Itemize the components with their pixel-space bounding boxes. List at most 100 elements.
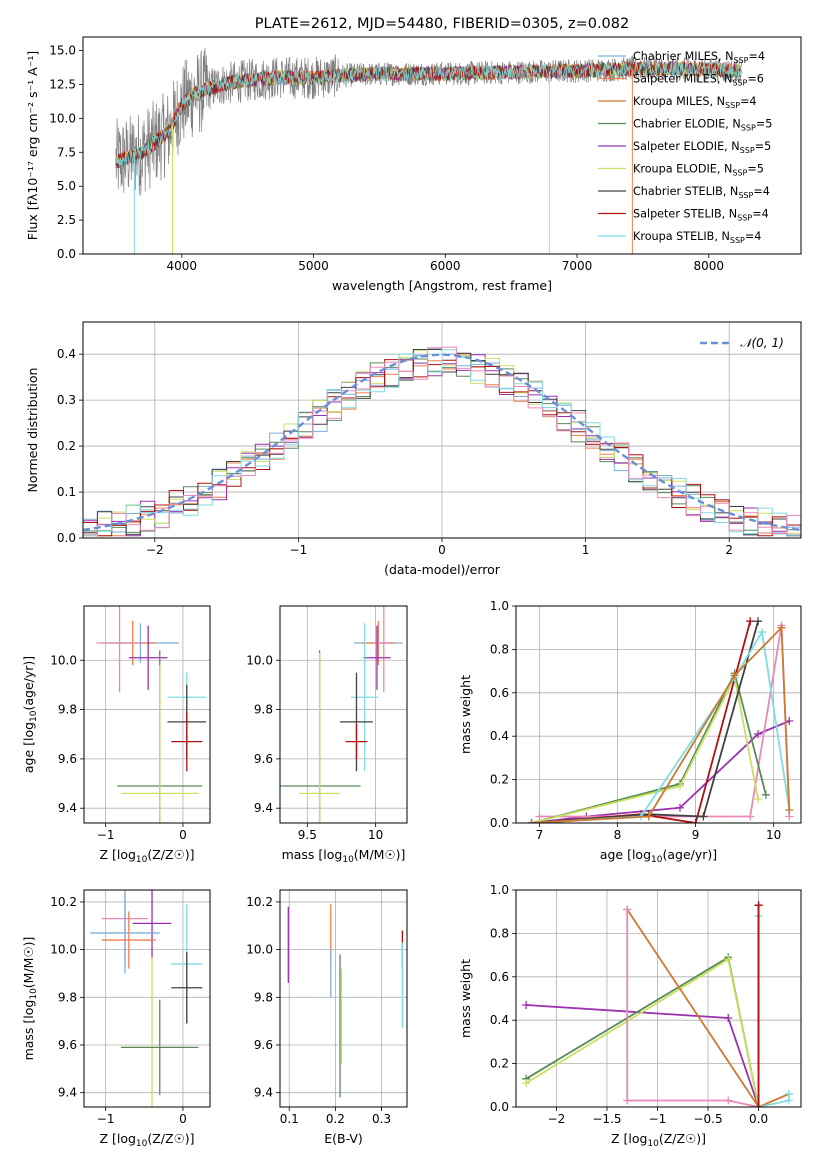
point-marker-2-3 xyxy=(761,790,770,799)
chart-title: PLATE=2612, MJD=54480, FIBERID=0305, z=0… xyxy=(255,16,629,32)
errorbar-point-6 xyxy=(351,623,379,772)
errorbar-point-7 xyxy=(121,999,199,1096)
x-tick-label-0: −2 xyxy=(548,1112,566,1126)
point-marker-4-2 xyxy=(691,819,700,823)
mass-weight-series-5 xyxy=(757,916,790,1107)
errorbar-point-3 xyxy=(101,911,156,969)
plot-area xyxy=(83,346,801,537)
x-tick-label-4: 8000 xyxy=(694,259,725,273)
point-marker-5-3 xyxy=(754,617,763,626)
x-tick-label-2: −1 xyxy=(649,1112,667,1126)
axes-frame xyxy=(515,889,802,1108)
x-tick-label-1: 0.2 xyxy=(326,1112,345,1126)
legend: Chabrier MILES, NSSP=4 Salpeter MILES, NS… xyxy=(598,50,772,245)
panel-age-vs-mass: 9.5 10 9.4 9.6 9.8 10.0 mass [log10(M/M☉)] xyxy=(246,605,408,865)
errorbar-point-8 xyxy=(345,724,368,759)
mass-weight-series-2 xyxy=(531,670,767,823)
point-marker-1-0 xyxy=(535,812,544,821)
panel-residuals: −2 −1 0 1 2 0.0 0.1 0.2 0.3 0.4 (data-model)/error… xyxy=(25,321,802,577)
y-tick-label-1: 9.6 xyxy=(254,1038,273,1052)
axes-overlay: 7 8 9 10 0.0 0.2 0.4 0.6 0.8 1.0 age [log10(age/yr… xyxy=(458,599,802,865)
point-marker-7-2 xyxy=(730,671,739,680)
panel-age-vs-Z: −1 0 9.4 9.6 9.8 10.0 Z [log10(Z/Z☉)] age [log1… xyxy=(21,605,211,865)
legend-entry-1: Salpeter MILES, NSSP=6 xyxy=(633,73,764,88)
y-tick-label-5: 1.0 xyxy=(490,599,509,613)
legend-entry-5: Kroupa ELODIE, NSSP=5 xyxy=(633,163,764,178)
point-marker-0-4 xyxy=(785,717,794,726)
y-tick-label-2: 0.2 xyxy=(57,439,76,453)
y-tick-label-1: 9.6 xyxy=(58,752,77,766)
y-tick-label-5: 1.0 xyxy=(490,883,509,897)
x-tick-label-3: −0.5 xyxy=(693,1112,722,1126)
x-axis-label: Z [log10(Z/Z☉)] xyxy=(611,1131,706,1149)
x-tick-label-1: 10 xyxy=(368,828,383,842)
y-tick-label-6: 15.0 xyxy=(49,44,76,58)
x-tick-label-2: 0 xyxy=(438,543,446,557)
errorbar-point-5 xyxy=(171,952,203,1024)
y-axis-label: age [log10(age/yr)] xyxy=(21,656,39,773)
errorbar-point-5 xyxy=(299,652,341,823)
x-tick-label-2: 0.3 xyxy=(372,1112,391,1126)
point-marker-4-0 xyxy=(623,905,632,914)
x-axis-label: (data-model)/error xyxy=(384,562,501,577)
y-tick-label-1: 9.6 xyxy=(58,1038,77,1052)
x-axis-label: mass [log10(M/M☉)] xyxy=(282,847,406,865)
x-tick-label-1: 0 xyxy=(179,1112,187,1126)
point-marker-7-0 xyxy=(527,819,536,823)
y-tick-label-2: 9.8 xyxy=(58,990,77,1004)
mass-weight-series-3 xyxy=(626,909,790,1107)
y-tick-label-0: 9.4 xyxy=(254,801,273,815)
y-tick-label-5: 12.5 xyxy=(49,77,76,91)
gaussian-curve xyxy=(83,353,801,532)
plot-area xyxy=(287,904,404,1098)
x-tick-label-2: 9 xyxy=(692,828,700,842)
legend: 𝒩(0, 1) xyxy=(700,336,784,350)
y-tick-label-0: 9.4 xyxy=(58,1086,77,1100)
y-tick-label-3: 10.0 xyxy=(50,943,77,957)
errorbar-point-3 xyxy=(363,625,391,690)
errorbar-point-5 xyxy=(121,665,199,823)
panel-mass-vs-Z: −1 0 9.4 9.6 9.8 10.0 10.2 Z [log10(Z/Z☉)] mass … xyxy=(21,889,211,1149)
y-tick-label-1: 9.6 xyxy=(254,752,273,766)
y-tick-label-0: 0.0 xyxy=(57,247,76,261)
y-tick-label-2: 9.8 xyxy=(58,703,77,717)
legend-entry-0: Chabrier MILES, NSSP=4 xyxy=(633,50,765,65)
point-marker-0-2 xyxy=(675,803,684,812)
model-spectrum-7 xyxy=(115,60,742,168)
errorbar-point-2 xyxy=(90,892,160,974)
x-axis-label: Z [log10(Z/Z☉)] xyxy=(99,1131,194,1149)
point-marker-7-0 xyxy=(754,901,763,910)
y-tick-label-4: 10.2 xyxy=(246,895,273,909)
y-tick-label-3: 10.0 xyxy=(246,943,273,957)
errorbar-point-2 xyxy=(376,606,391,693)
y-tick-label-1: 0.2 xyxy=(490,1057,509,1071)
point-marker-1-1 xyxy=(746,812,755,821)
plot-area xyxy=(280,606,403,823)
mass-weight-series-2 xyxy=(525,957,760,1107)
panel-mass-vs-EBV: 0.1 0.2 0.3 9.4 9.6 9.8 10.0 10.2 E(B-V) xyxy=(246,889,408,1146)
errorbar-point-1 xyxy=(132,890,172,960)
y-tick-label-2: 9.8 xyxy=(254,990,273,1004)
legend-entry-8: Kroupa STELIB, NSSP=4 xyxy=(633,230,761,245)
mass-weight-series-7 xyxy=(531,625,791,823)
axes-overlay: −2 −1 0 1 2 0.0 0.1 0.2 0.3 0.4 (data-model)/error… xyxy=(25,321,802,577)
mass-weight-series-4 xyxy=(626,909,759,1107)
panel-spectrum: 4000 5000 6000 7000 8000 0.0 2.5 5.0 7.5 10.0 12.5… xyxy=(25,16,802,293)
plot-area xyxy=(90,890,203,1107)
plot-area xyxy=(96,606,207,823)
y-axis-label: mass weight xyxy=(458,959,473,1038)
axes-overlay: 4000 5000 6000 7000 8000 0.0 2.5 5.0 7.5 10.0 12.5… xyxy=(25,16,802,293)
y-axis-label: mass [log10(M/M☉)] xyxy=(21,937,39,1061)
y-tick-label-0: 9.4 xyxy=(58,801,77,815)
point-marker-6-3 xyxy=(757,628,766,637)
legend-entry-4: Salpeter ELODIE, NSSP=5 xyxy=(633,140,771,155)
y-tick-label-0: 9.4 xyxy=(254,1086,273,1100)
x-tick-label-4: 2 xyxy=(725,543,733,557)
errorbar-point-2 xyxy=(96,606,143,693)
y-tick-label-0: 0.0 xyxy=(57,531,76,545)
y-tick-label-3: 0.6 xyxy=(490,970,509,984)
model-spectrum-8 xyxy=(115,60,742,167)
x-tick-label-0: 9.5 xyxy=(298,828,317,842)
point-marker-0-0 xyxy=(522,1001,531,1010)
